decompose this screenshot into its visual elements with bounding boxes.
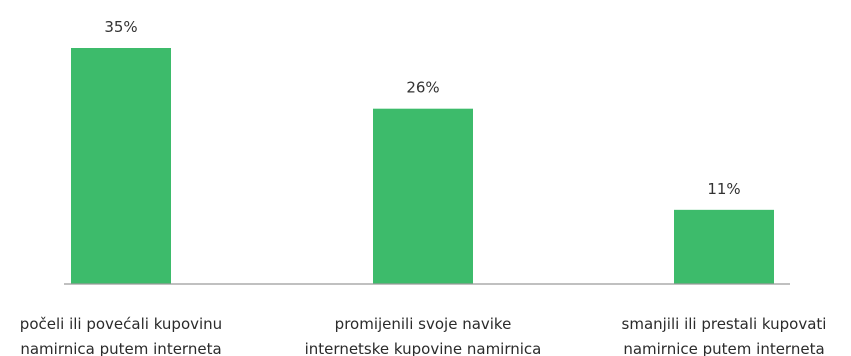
bars-group <box>71 48 774 284</box>
category-label-2-line-1: promijenili svoje navike <box>335 315 512 333</box>
category-label-3-line-1: smanjili ili prestali kupovati <box>622 315 827 333</box>
category-label-2-line-2: internetske kupovine namirnica <box>305 340 542 356</box>
bar-1 <box>71 48 171 284</box>
category-label-1-line-1: počeli ili povećali kupovinu <box>20 315 222 333</box>
value-label-1: 35% <box>104 18 137 36</box>
value-labels-group: 35% 26% 11% <box>104 18 740 198</box>
value-label-3: 11% <box>707 180 740 198</box>
category-labels-group: počeli ili povećali kupovinu namirnica pu… <box>20 315 827 356</box>
bar-3 <box>674 209 774 284</box>
value-label-2: 26% <box>406 79 439 97</box>
category-label-1-line-2: namirnica putem interneta <box>20 340 221 356</box>
bar-2 <box>373 108 473 284</box>
category-label-3-line-2: namirnice putem interneta <box>623 340 824 356</box>
